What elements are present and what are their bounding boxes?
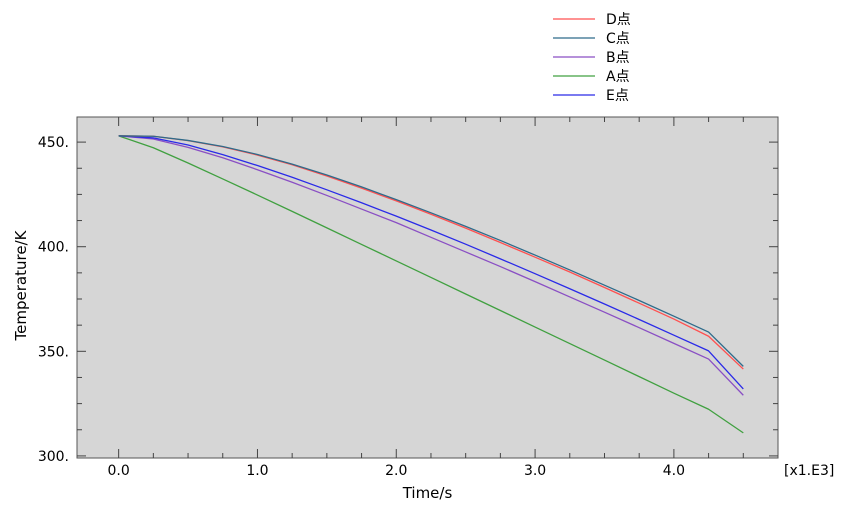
legend-label: C点 [606,31,630,47]
series-line-C点 [118,135,744,367]
x-tick-label: 2.0 [385,463,407,479]
x-tick-label: 0.0 [108,463,130,479]
y-tick-label: 350. [38,344,69,360]
legend-label: D点 [606,12,631,28]
x-tick-label: 4.0 [663,463,685,479]
tick-labels: 0.0 1.0 2.0 3.0 4.0 300. 350. 400. 450. [38,135,685,479]
series-line-A点 [118,135,744,434]
legend-label: E点 [606,88,629,104]
legend: D点 C点 B点 A点 E点 [553,12,631,104]
x-tick-label: 1.0 [246,463,268,479]
y-axis-title: Temperature/K [12,229,30,341]
x-axis-title: Time/s [402,484,453,502]
series-layer [118,135,744,434]
x-tick-label: 3.0 [524,463,546,479]
y-tick-label: 300. [38,449,69,465]
axis-ticks [77,117,778,458]
y-tick-label: 400. [38,240,69,256]
y-tick-label: 450. [38,135,69,151]
legend-label: A点 [606,69,630,85]
x-axis-multiplier: [x1.E3] [784,463,834,479]
plot-area [76,116,779,459]
series-line-E点 [118,135,744,390]
series-line-B点 [118,135,744,396]
legend-label: B点 [606,50,630,66]
